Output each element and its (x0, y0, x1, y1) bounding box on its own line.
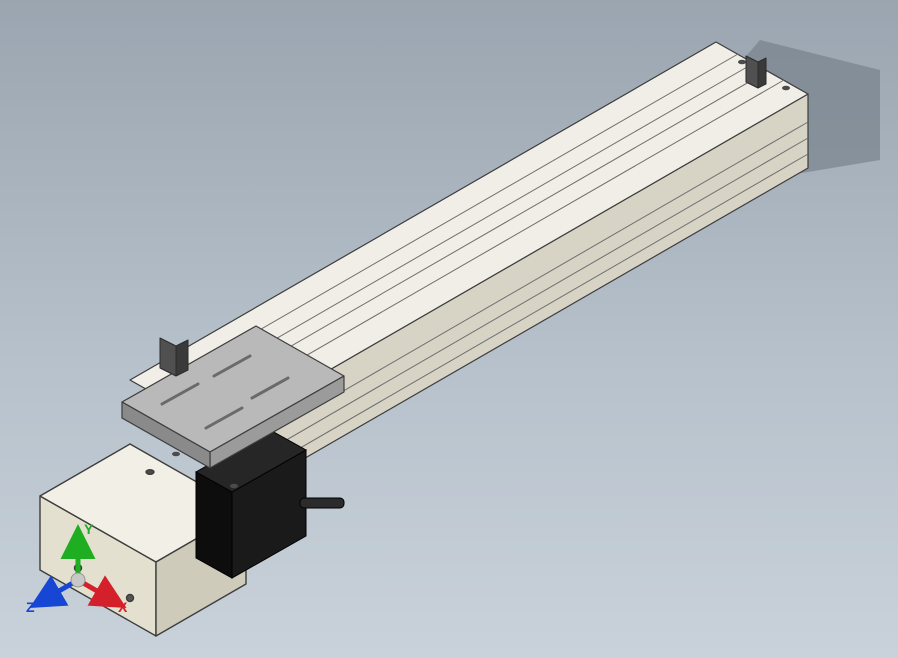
rail-screw (230, 484, 238, 489)
axis-triad[interactable]: Y X Z (18, 520, 138, 640)
axis-x-label: X (118, 599, 128, 615)
axis-origin (71, 573, 85, 587)
far-limit-bracket (746, 56, 766, 88)
carriage-limit-bracket (160, 338, 188, 376)
rail-screw (172, 452, 180, 457)
axis-y-label: Y (84, 521, 94, 537)
axis-z-label: Z (26, 599, 35, 615)
cad-viewport[interactable]: Y X Z (0, 0, 898, 658)
